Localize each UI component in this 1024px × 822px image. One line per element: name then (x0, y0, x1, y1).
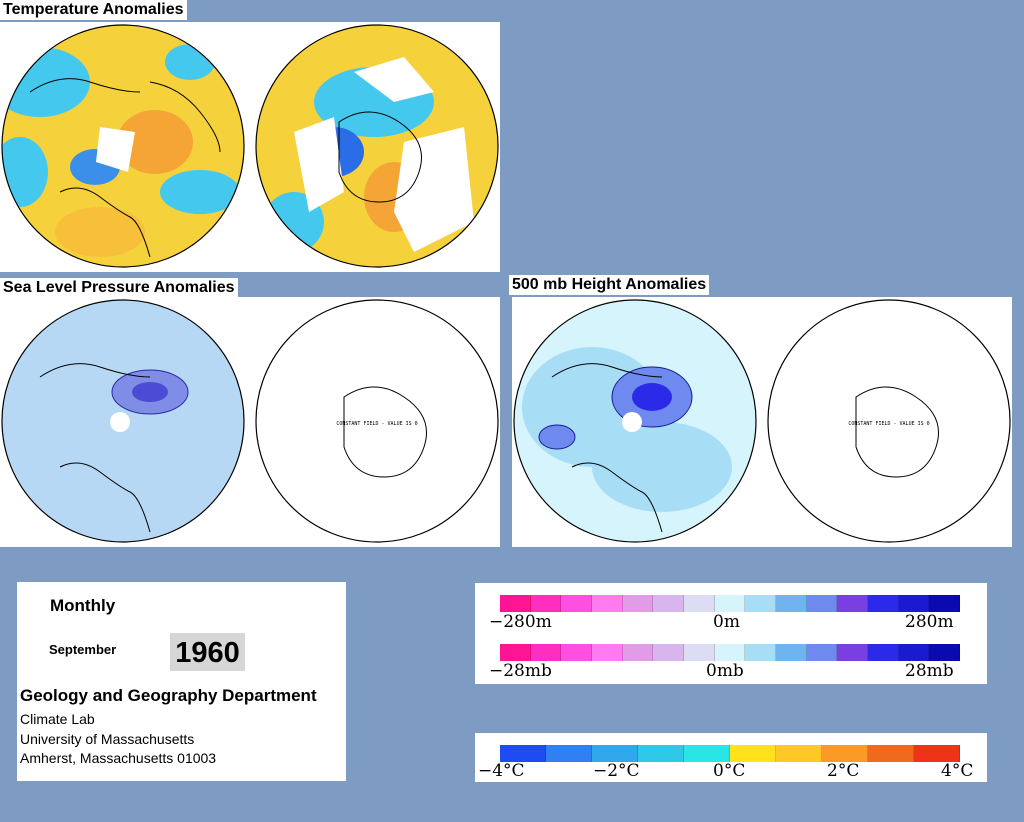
colorbar-segment (530, 644, 562, 661)
height-panel: CONSTANT FIELD - VALUE IS 0 (512, 297, 1012, 547)
anomaly-legend: −280m 0m 280m −28mb 0mb 28mb (475, 583, 987, 684)
temperature-legend: −4°C −2°C 0°C 2°C 4°C (475, 733, 987, 782)
height-label-min: −280m (489, 612, 552, 632)
colorbar-segment (546, 745, 592, 762)
colorbar-segment (898, 595, 930, 612)
colorbar-segment (929, 644, 961, 661)
slp-title: Sea Level Pressure Anomalies (0, 278, 238, 298)
colorbar-segment (684, 595, 715, 612)
colorbar-segment (868, 644, 899, 661)
height-globe-northern (513, 299, 757, 543)
colorbar-segment (822, 745, 868, 762)
temperature-label-2: 0°C (713, 761, 746, 781)
colorbar-segment (837, 644, 869, 661)
colorbar-segment (653, 595, 685, 612)
colorbar-segment (714, 644, 746, 661)
temperature-colorbar (500, 745, 960, 762)
colorbar-segment (837, 595, 869, 612)
height-colorbar (500, 595, 961, 612)
slp-constant-note: CONSTANT FIELD - VALUE IS 0 (336, 421, 417, 427)
temperature-label-4: 4°C (941, 761, 974, 781)
colorbar-segment (653, 644, 685, 661)
temperature-label-1: −2°C (593, 761, 640, 781)
temperature-title: Temperature Anomalies (0, 0, 187, 20)
colorbar-segment (622, 595, 654, 612)
colorbar-segment (684, 745, 730, 762)
colorbar-segment (868, 745, 914, 762)
colorbar-segment (684, 644, 715, 661)
colorbar-segment (806, 595, 838, 612)
height-title: 500 mb Height Anomalies (509, 275, 710, 295)
colorbar-segment (776, 644, 807, 661)
colorbar-segment (776, 745, 822, 762)
colorbar-segment (500, 595, 531, 612)
address: Amherst, Massachusetts 01003 (20, 750, 217, 766)
university-name: University of Massachusetts (20, 731, 195, 747)
slp-globe-southern: CONSTANT FIELD - VALUE IS 0 (255, 299, 499, 543)
colorbar-segment (914, 745, 960, 762)
temperature-globe-northern (1, 24, 245, 268)
year-label: 1960 (170, 633, 245, 671)
colorbar-segment (929, 595, 961, 612)
colorbar-segment (868, 595, 899, 612)
department-name: Geology and Geography Department (20, 686, 317, 705)
height-globe-southern: CONSTANT FIELD - VALUE IS 0 (767, 299, 1011, 543)
colorbar-segment (745, 595, 777, 612)
colorbar-segment (745, 644, 777, 661)
period-label: Monthly (50, 596, 116, 615)
temperature-label-0: −4°C (478, 761, 525, 781)
temperature-label-3: 2°C (827, 761, 860, 781)
height-label-mid: 0m (713, 612, 740, 632)
colorbar-segment (622, 644, 654, 661)
slp-globe-northern (1, 299, 245, 543)
colorbar-segment (806, 644, 838, 661)
colorbar-segment (500, 644, 531, 661)
pressure-label-min: −28mb (489, 661, 552, 681)
height-constant-note: CONSTANT FIELD - VALUE IS 0 (848, 421, 929, 427)
colorbar-segment (530, 595, 562, 612)
colorbar-segment (592, 745, 638, 762)
colorbar-segment (561, 595, 593, 612)
pressure-label-max: 28mb (905, 661, 954, 681)
pressure-colorbar (500, 644, 961, 661)
colorbar-segment (898, 644, 930, 661)
month-label: September (49, 642, 117, 657)
info-box: Monthly September 1960 Geology and Geogr… (17, 582, 346, 781)
temperature-globe-southern (255, 24, 499, 268)
pressure-label-mid: 0mb (706, 661, 744, 681)
colorbar-segment (592, 644, 623, 661)
temperature-panel (0, 22, 500, 272)
colorbar-segment (776, 595, 807, 612)
slp-panel: CONSTANT FIELD - VALUE IS 0 (0, 297, 500, 547)
colorbar-segment (561, 644, 593, 661)
height-label-max: 280m (905, 612, 954, 632)
colorbar-segment (592, 595, 623, 612)
colorbar-segment (730, 745, 776, 762)
colorbar-segment (638, 745, 684, 762)
colorbar-segment (714, 595, 746, 612)
lab-name: Climate Lab (20, 711, 95, 727)
colorbar-segment (500, 745, 546, 762)
